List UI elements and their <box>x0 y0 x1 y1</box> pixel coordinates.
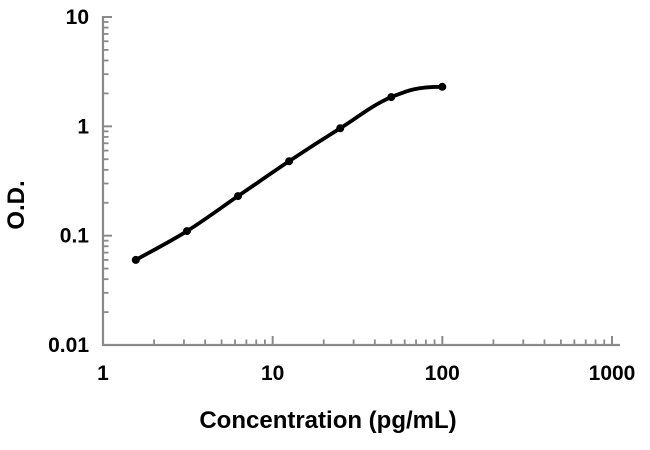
y-tick-label: 0.1 <box>60 225 90 248</box>
x-tick-label: 10 <box>261 362 284 385</box>
y-tick-label: 0.01 <box>48 334 89 357</box>
data-point-marker <box>234 192 242 201</box>
x-tick-label: 1 <box>97 362 109 385</box>
x-axis-title: Concentration (pg/mL) <box>199 407 456 434</box>
x-tick-label: 100 <box>425 362 460 385</box>
series-line <box>133 84 445 262</box>
x-tick-label: 1000 <box>589 362 636 385</box>
data-point-marker <box>131 255 140 264</box>
axes-lines <box>101 16 620 347</box>
y-axis-title: O.D. <box>3 180 30 229</box>
data-point-marker <box>285 157 294 166</box>
data-point-marker <box>387 93 396 102</box>
plot-layer: 1 10 100 1000 0.01 0.1 1 10 <box>48 6 635 385</box>
data-point-marker <box>183 227 191 236</box>
data-point-marker <box>336 124 345 133</box>
y-tick-label: 10 <box>66 6 89 29</box>
y-tick-label: 1 <box>77 115 89 138</box>
data-point-marker <box>438 82 447 91</box>
